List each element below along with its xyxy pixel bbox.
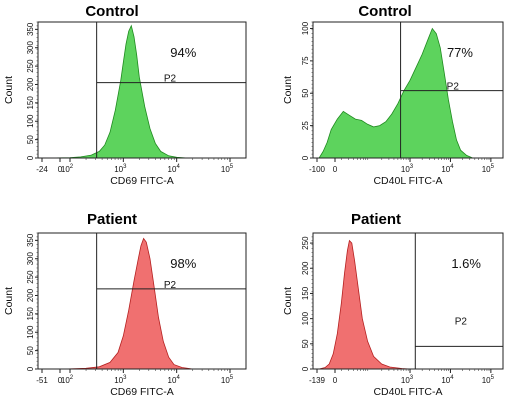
y-tick-label: 150 [301,286,310,300]
y-tick-label: 0 [26,366,35,371]
y-tick-label: 200 [26,77,35,91]
x-axis-label: CD69 FITC-A [110,175,174,187]
x-tick-label: 103 [401,375,414,385]
x-tick-label: 0 [333,165,338,174]
y-tick-label: 0 [26,155,35,160]
gate-label: P2 [447,82,460,93]
gate-percentage: 77% [447,45,473,60]
y-tick-label: 50 [301,88,310,97]
y-axis-label: Count [282,76,294,104]
y-tick-label: 150 [26,96,35,110]
x-tick-label: 104 [441,164,454,174]
gate-percentage: 98% [170,256,196,271]
gate-label: P2 [164,74,177,85]
y-tick-label: 100 [26,114,35,128]
x-tick-label: 104 [441,375,454,385]
y-tick-label: 0 [301,155,310,160]
y-tick-label: 50 [301,339,310,348]
x-tick-label: 102 [61,375,74,385]
histogram-area [64,237,193,370]
y-tick-label: 250 [301,236,310,250]
y-axis-label: Count [3,76,15,104]
x-tick-label: 105 [482,375,495,385]
y-tick-label: 100 [301,311,310,325]
y-tick-label: 150 [26,307,35,321]
y-tick-label: 250 [26,270,35,284]
histogram-area [319,239,411,370]
y-tick-label: 200 [26,288,35,302]
y-tick-label: 0 [301,366,310,371]
y-tick-label: 350 [26,22,35,36]
x-tick-label: -51 [36,376,48,385]
histogram-area [48,24,188,159]
x-tick-label: 105 [221,164,234,174]
y-tick-label: 350 [26,233,35,247]
gate-percentage: 94% [170,45,196,60]
y-tick-label: 25 [301,121,310,130]
gate-label: P2 [455,316,468,327]
y-tick-label: 300 [26,41,35,55]
x-tick-label: 105 [221,375,234,385]
histogram-panel: Patient 1.6% P2 0 50 100 150 200 250 -139 0 103 104 1… [282,211,504,398]
plot-frame [37,21,247,159]
x-axis-label: CD40L FITC-A [373,175,442,187]
y-tick-label: 50 [26,346,35,355]
x-tick-label: 105 [482,164,495,174]
x-tick-label: 103 [114,164,127,174]
plot-frame [37,232,247,370]
panel-title: Control [358,3,411,20]
y-tick-label: 50 [26,135,35,144]
y-tick-label: 250 [26,59,35,73]
x-axis-label: CD40L FITC-A [373,386,442,398]
y-axis-label: Count [282,287,294,315]
x-axis-label: CD69 FITC-A [110,386,174,398]
x-tick-label: 104 [168,164,181,174]
y-axis-label: Count [3,287,15,315]
y-tick-label: 100 [26,325,35,339]
x-tick-label: 103 [114,375,127,385]
x-tick-label: 0 [333,376,338,385]
y-tick-label: 75 [301,56,310,65]
panel-title: Patient [87,211,137,228]
x-tick-label: 102 [61,164,74,174]
panel-title: Control [85,3,138,20]
x-tick-label: 0 [58,376,63,385]
x-tick-label: -24 [36,165,48,174]
y-tick-label: 100 [301,21,310,35]
x-tick-label: 104 [168,375,181,385]
histogram-panel: Control 77% P2 0 25 50 75 100 -100 0 103 104 105 CD40… [282,3,504,187]
gate-label: P2 [164,280,177,291]
x-tick-label: 0 [58,165,63,174]
panel-title: Patient [351,211,401,228]
gate-percentage: 1.6% [451,256,481,271]
x-tick-label: -100 [309,165,326,174]
y-tick-label: 300 [26,252,35,266]
x-tick-label: 103 [401,164,414,174]
x-tick-label: -139 [309,376,326,385]
y-tick-label: 200 [301,261,310,275]
